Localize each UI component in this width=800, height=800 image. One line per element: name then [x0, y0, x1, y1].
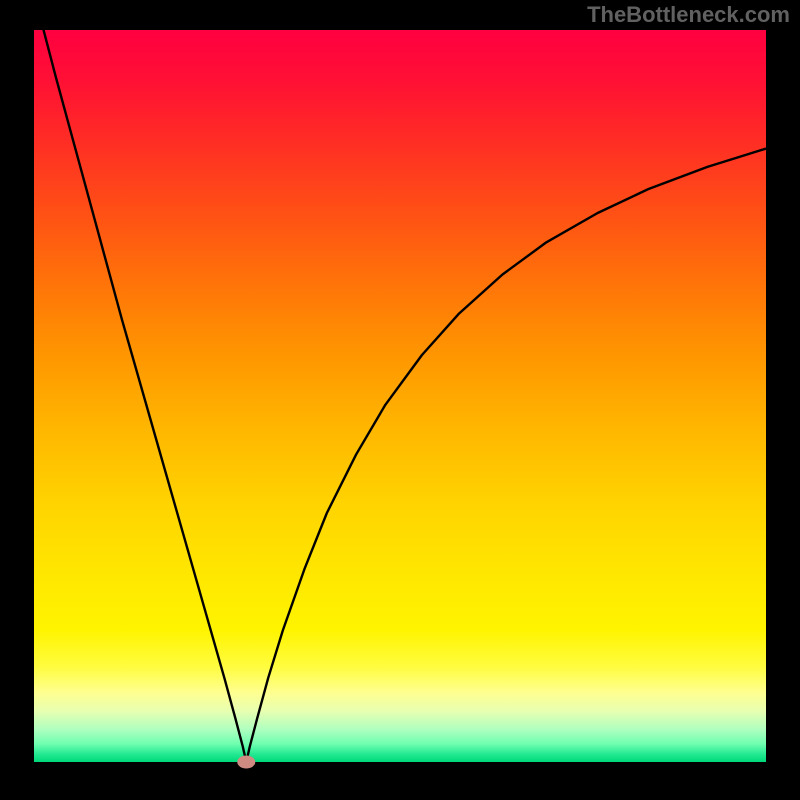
watermark-text: TheBottleneck.com [587, 2, 790, 28]
minimum-marker [237, 756, 255, 769]
chart-container: TheBottleneck.com [0, 0, 800, 800]
bottleneck-chart-svg [0, 0, 800, 800]
